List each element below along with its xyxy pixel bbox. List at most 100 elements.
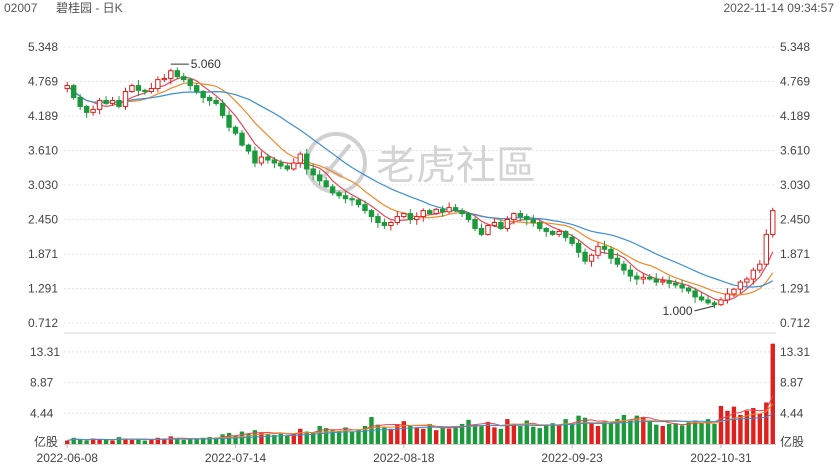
volume-bar [705,419,711,444]
candle-up [64,85,70,90]
candle-down [271,159,278,164]
candle-down [71,85,77,98]
volume-bar [77,439,83,444]
volume-bar [472,424,478,444]
volume-bar [116,437,122,444]
candle-up [401,213,407,218]
volume-bar [731,406,737,444]
candle-up [297,153,303,164]
price-candles [64,67,776,309]
volume-bar [628,419,633,444]
candle-down [142,89,148,93]
volume-bar [440,428,445,444]
volume-bar [498,428,504,444]
volume-bar [433,430,439,444]
volume-bar [666,423,672,444]
candle-down [265,156,271,161]
candle-down [278,162,284,167]
candle-down [601,245,608,250]
volume-bar [298,428,303,444]
candle-up [770,210,776,235]
x-tick-label: 2022-09-23 [541,451,603,465]
volume-bar [589,423,594,444]
candle-down [524,216,530,221]
volume-bar [492,427,497,444]
volume-bar [544,425,549,444]
candle-up [750,269,757,280]
candle-down [543,227,549,232]
volume-bar [660,426,665,444]
price-tick-left: 4.769 [28,74,58,88]
price-tick-left: 1.291 [28,282,58,296]
x-tick-label: 2022-07-14 [205,451,267,465]
candle-down [193,85,200,93]
candle-down [427,210,433,215]
volume-bar [446,428,452,444]
candle-down [627,269,634,277]
candle-down [329,186,336,194]
candle-up [744,278,750,283]
candle-down [368,210,375,218]
candle-down [316,174,323,182]
volume-bar [162,438,167,444]
volume-bar [744,410,750,444]
price-tick-left: 3.610 [28,143,58,157]
candle-down [517,213,524,218]
candle-down [465,213,472,221]
volume-bar [479,425,484,444]
annotations: 5.060 1.000 [170,57,715,318]
price-tick-right: 1.871 [780,247,810,261]
candle-up [420,210,426,218]
candle-down [226,114,232,128]
volume-bar [356,429,361,444]
candle-down [116,99,122,107]
candle-down [459,210,465,215]
volume-bar [692,420,698,444]
volume-bar [563,419,568,444]
high-callout-label: 5.060 [191,57,221,71]
price-tick-left: 2.450 [28,213,58,227]
volume-bar [738,414,743,444]
grid-lines [64,46,776,445]
candle-down [672,282,679,286]
candle-up [291,162,297,170]
candle-up [757,263,763,271]
volume-bar [265,434,271,444]
volume-bar [595,426,601,444]
volume-bar [556,424,562,444]
volume-bar [375,424,381,444]
price-tick-left: 3.030 [28,178,58,192]
volume-bar [518,426,523,444]
price-tick-left: 4.189 [28,109,58,123]
candle-down [407,213,413,221]
price-tick-right: 4.189 [780,109,810,123]
candle-up [504,219,511,229]
volume-bar [770,343,775,444]
volume-bar [764,402,769,444]
candle-down [362,204,368,212]
volume-bar [576,415,581,444]
candle-down [77,96,83,107]
candle-up [556,230,562,235]
candle-up [109,99,116,104]
candle-down [537,222,543,229]
volume-bar [531,426,536,444]
stock-code: 02007 [4,1,38,15]
candle-down [83,105,90,113]
volume-bar [149,439,154,444]
volume-unit-right: 亿股 [780,434,804,449]
volume-bar [207,437,212,444]
candle-down [206,96,213,101]
candle-down [666,280,672,284]
candle-down [336,192,342,197]
candle-up [388,222,394,226]
volume-ma5-line [67,395,774,441]
axis-labels: 5.348 5.348 4.769 4.769 4.189 4.189 3.610 3.610… [28,40,810,465]
volume-bar [569,423,575,444]
volume-bar [90,438,96,444]
volume-bar [278,432,284,444]
candle-down [575,242,582,253]
candle-up [724,293,731,301]
